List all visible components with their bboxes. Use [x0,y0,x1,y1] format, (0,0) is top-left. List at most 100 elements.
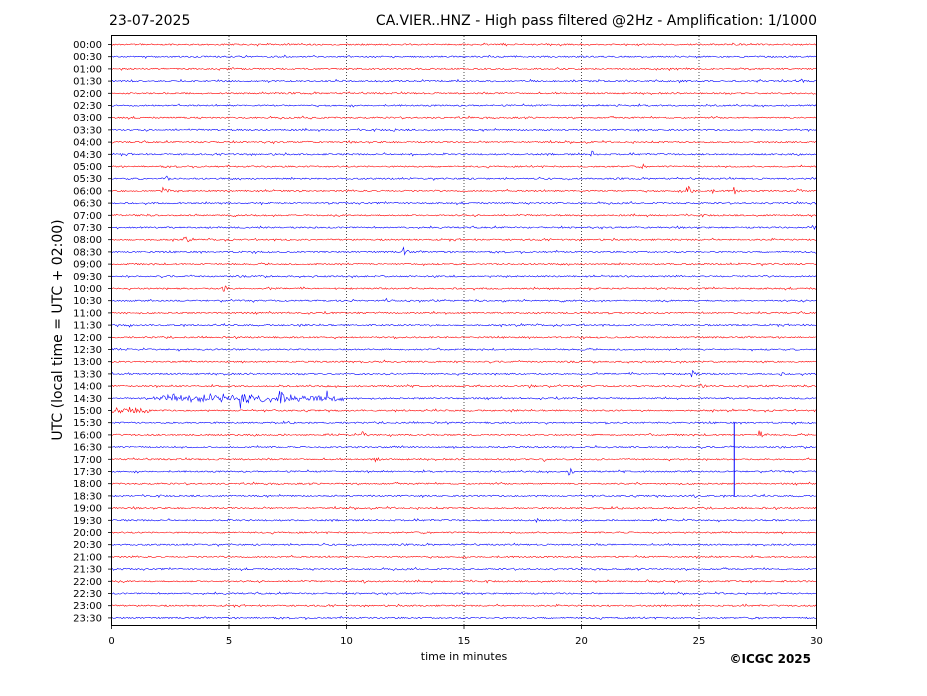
x-tick-label: 0 [108,636,114,647]
seismic-traces [111,42,817,620]
y-tick-label: 23:30 [73,613,102,624]
y-tick-label: 21:00 [73,552,102,563]
y-tick-label: 22:00 [73,577,102,588]
y-tick-label: 14:00 [73,382,102,393]
x-tick-label: 15 [458,636,471,647]
y-tick-label: 02:30 [73,101,102,112]
y-tick-label: 09:30 [73,272,102,283]
trace-1000 [111,285,817,292]
y-tick-label: 15:30 [73,418,102,429]
x-tick-label: 30 [810,636,823,647]
y-tick-label: 01:30 [73,77,102,88]
trace-1330 [111,369,817,378]
x-axis-label: time in minutes [421,650,508,663]
y-tick-label: 19:00 [73,504,102,515]
y-tick-label: 13:00 [73,357,102,368]
plot-frame [111,35,817,626]
y-tick-label: 19:30 [73,516,102,527]
trace-2130 [111,567,817,572]
y-tick-label: 06:30 [73,199,102,210]
trace-1730 [111,467,817,476]
x-ticks: 0 5 10 15 20 25 30 [108,625,823,647]
trace-1530 [111,420,817,425]
y-tick-label: 17:00 [73,455,102,466]
y-tick-label: 04:30 [73,150,102,161]
trace-0930 [111,274,817,279]
y-tick-label: 21:30 [73,565,102,576]
chart-title: CA.VIER..HNZ - High pass filtered @2Hz -… [376,13,817,29]
y-tick-label: 08:00 [73,235,102,246]
y-tick-label: 22:30 [73,589,102,600]
trace-1700 [111,456,817,463]
trace-1430 [111,390,817,409]
trace-1830 [111,493,817,499]
trace-0530 [111,175,817,181]
y-tick-label: 02:00 [73,89,102,100]
x-tick-label: 10 [340,636,353,647]
y-tick-label: 05:30 [73,174,102,185]
y-tick-label: 05:00 [73,162,102,173]
trace-2100 [111,554,817,559]
y-tick-label: 03:00 [73,113,102,124]
trace-0630 [111,201,817,206]
trace-0100 [111,67,817,71]
y-tick-label: 03:30 [73,125,102,136]
y-tick-label: 04:00 [73,138,102,149]
trace-1600 [111,430,817,438]
trace-2330 [111,615,817,620]
y-tick-label: 12:30 [73,345,102,356]
y-tick-label: 11:30 [73,321,102,332]
trace-1900 [111,505,817,511]
date-label: 23-07-2025 [109,13,190,29]
trace-0900 [111,262,817,267]
vertical-gridlines [228,36,700,625]
y-tick-label: 11:00 [73,308,102,319]
y-tick-label: 07:30 [73,223,102,234]
y-tick-label: 13:30 [73,369,102,380]
trace-0730 [111,224,817,231]
copyright-label: ©ICGC 2025 [729,652,811,666]
trace-0200 [111,91,817,96]
trace-1400 [111,383,817,389]
y-tick-label: 20:30 [73,540,102,551]
trace-0230 [111,103,817,108]
trace-2000 [111,530,817,535]
y-tick-label: 06:00 [73,186,102,197]
trace-1200 [111,335,817,340]
trace-0300 [111,115,817,120]
trace-2200 [111,579,817,584]
y-axis-label: UTC (local time = UTC + 02:00) [50,219,66,440]
y-tick-label: 07:00 [73,211,102,222]
trace-0400 [111,139,817,145]
trace-1300 [111,359,817,364]
trace-0330 [111,127,817,133]
y-tick-label: 18:30 [73,491,102,502]
trace-0000 [111,42,817,47]
trace-2300 [111,603,817,608]
y-tick-label: 01:00 [73,64,102,75]
trace-1030 [111,297,817,303]
y-tick-label: 16:30 [73,443,102,454]
trace-1930 [111,517,817,524]
y-tick-label: 15:00 [73,406,102,417]
trace-0800 [111,236,817,243]
y-tick-label: 16:00 [73,430,102,441]
y-tick-label: 10:30 [73,296,102,307]
y-tick-label: 17:30 [73,467,102,478]
y-tick-label: 09:00 [73,260,102,271]
trace-2230 [111,591,817,596]
y-tick-label: 12:00 [73,333,102,344]
y-tick-label: 23:00 [73,601,102,612]
y-tick-label: 00:30 [73,52,102,63]
y-tick-label: 10:00 [73,284,102,295]
trace-1130 [111,322,817,328]
trace-0430 [111,150,817,157]
trace-0700 [111,213,817,218]
trace-0030 [111,54,817,59]
trace-1500 [111,406,817,414]
trace-1800 [111,481,817,486]
trace-0600 [111,185,817,195]
y-tick-label: 00:00 [73,40,102,51]
